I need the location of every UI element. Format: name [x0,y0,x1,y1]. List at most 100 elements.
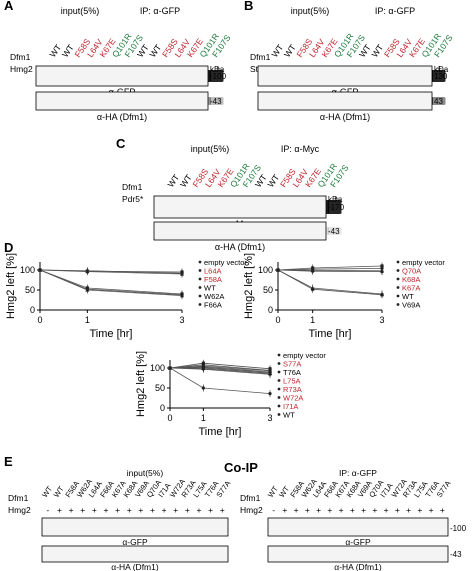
legend-marker [277,413,281,416]
lane-sign: + [417,505,422,515]
lane-sign: + [103,505,108,515]
lane-sign: + [57,505,62,515]
legend-entry: W72A [283,394,303,403]
kda-label: kDa [328,195,343,204]
lane-sign: + [333,194,338,204]
row-label-dfm1: Dfm1 [8,493,29,503]
blot-strip-bottom [257,91,433,111]
header-input: input(5%) [191,144,230,154]
band-bottom [431,97,446,105]
mw-marker-bottom: 43 [434,97,443,106]
legend-marker [198,294,202,298]
y-tick-label: 0 [160,403,165,413]
legend-marker [396,286,400,289]
legend-marker [277,387,281,391]
lane-sign: + [316,505,321,515]
panel-letter: E [4,454,13,469]
lane-sign: + [220,505,225,515]
blot-strip-bottom [41,545,229,563]
mw-marker-top: -100 [210,72,227,81]
legend-entry: WT [283,411,295,420]
legend-entry: R73A [283,385,302,394]
legend-entry: WT [402,292,414,301]
lane-sign: + [361,505,366,515]
lane-sign: + [173,505,178,515]
blot-label-bottom: α-HA (Dfm1) [334,562,382,571]
blot-label-top: α-GFP [345,537,371,547]
chart-d3: 0 50 100 0 1 3 Time [hr] Hmg2 left [%] empty vec… [135,351,326,438]
mw-marker-top: 130 [434,72,448,81]
mw-marker-bottom: -43 [450,550,462,559]
panel-letter: B [244,0,253,13]
row-label-hmg2: Hmg2 [240,505,263,515]
lane-sign: + [215,64,220,74]
legend-entry: WT [204,284,216,293]
lane-sign: + [440,505,445,515]
lane-sign: + [339,505,344,515]
lane-sign: + [115,505,120,515]
kda-label: kDa [434,65,449,74]
x-tick-label: 3 [179,315,184,325]
blot-strip-top [35,65,209,87]
legend-marker [198,303,202,306]
lane-sign: + [406,505,411,515]
data-point [38,268,42,272]
row-label-substrate: Pdr5* [122,194,144,204]
blot-strip-bottom [153,221,327,241]
panel-letter: A [4,0,14,13]
y-tick-label: 100 [150,363,165,373]
lane-sign: + [69,505,74,515]
lane-sign: + [92,505,97,515]
legend-entry: empty vector [402,258,445,267]
lane-sign: + [305,505,310,515]
legend-marker [396,269,400,272]
y-tick-label: 100 [258,265,273,275]
row-label-dfm1: Dfm1 [250,52,271,62]
lane-sign: - [46,505,49,515]
band-bottom [209,97,224,105]
lane-sign: + [437,64,442,74]
mw-marker-top: -100 [450,524,467,533]
data-point [168,366,172,370]
kda-label: kDa [210,65,225,74]
legend-entry: W62A [204,292,224,301]
blot-strip-top [257,65,433,87]
lane-sign: + [327,505,332,515]
legend-entry: K67A [402,284,420,293]
y-tick-label: 50 [155,383,165,393]
legend-marker [396,303,400,306]
x-tick-label: 0 [275,315,280,325]
x-tick-label: 1 [310,315,315,325]
lane-sign: + [127,505,132,515]
chart-d1: 0 50 100 0 1 3 Time [hr] Hmg2 left [%] empty vec… [5,253,247,340]
lane-sign: + [208,505,213,515]
row-label-hmg2: Hmg2 [8,505,31,515]
mw-marker-top: -170 [328,203,345,212]
band-top [327,200,342,214]
legend-marker [198,286,202,289]
x-tick-label: 3 [379,315,384,325]
legend-entry: K68A [402,275,420,284]
row-label-dfm1: Dfm1 [122,182,143,192]
legend-marker [277,379,281,382]
header-input: input(5%) [61,6,100,16]
legend-entry: F58A [204,275,222,284]
legend-entry: I71A [283,402,298,411]
y-axis-label: Hmg2 left [%] [5,253,17,319]
legend-marker [198,269,202,272]
blot-label-bottom: α-HA (Dfm1) [215,242,265,252]
lane-sign: + [372,505,377,515]
legend-marker [277,362,281,365]
series-line [277,269,383,296]
header-ip: IP: α-GFP [339,468,377,478]
header-ip: IP: α-GFP [375,6,415,16]
y-tick-label: 0 [30,305,35,315]
x-tick-label: 1 [85,315,90,325]
blot-label-bottom: α-HA (Dfm1) [97,112,147,122]
y-tick-label: 0 [268,305,273,315]
legend-entry: F66A [204,301,222,310]
lane-sign: - [272,505,275,515]
chart-d2: 0 50 100 0 1 3 Time [hr] Hmg2 left [%] empty vec… [243,253,445,340]
band-top [209,70,224,82]
legend-marker [277,404,281,408]
